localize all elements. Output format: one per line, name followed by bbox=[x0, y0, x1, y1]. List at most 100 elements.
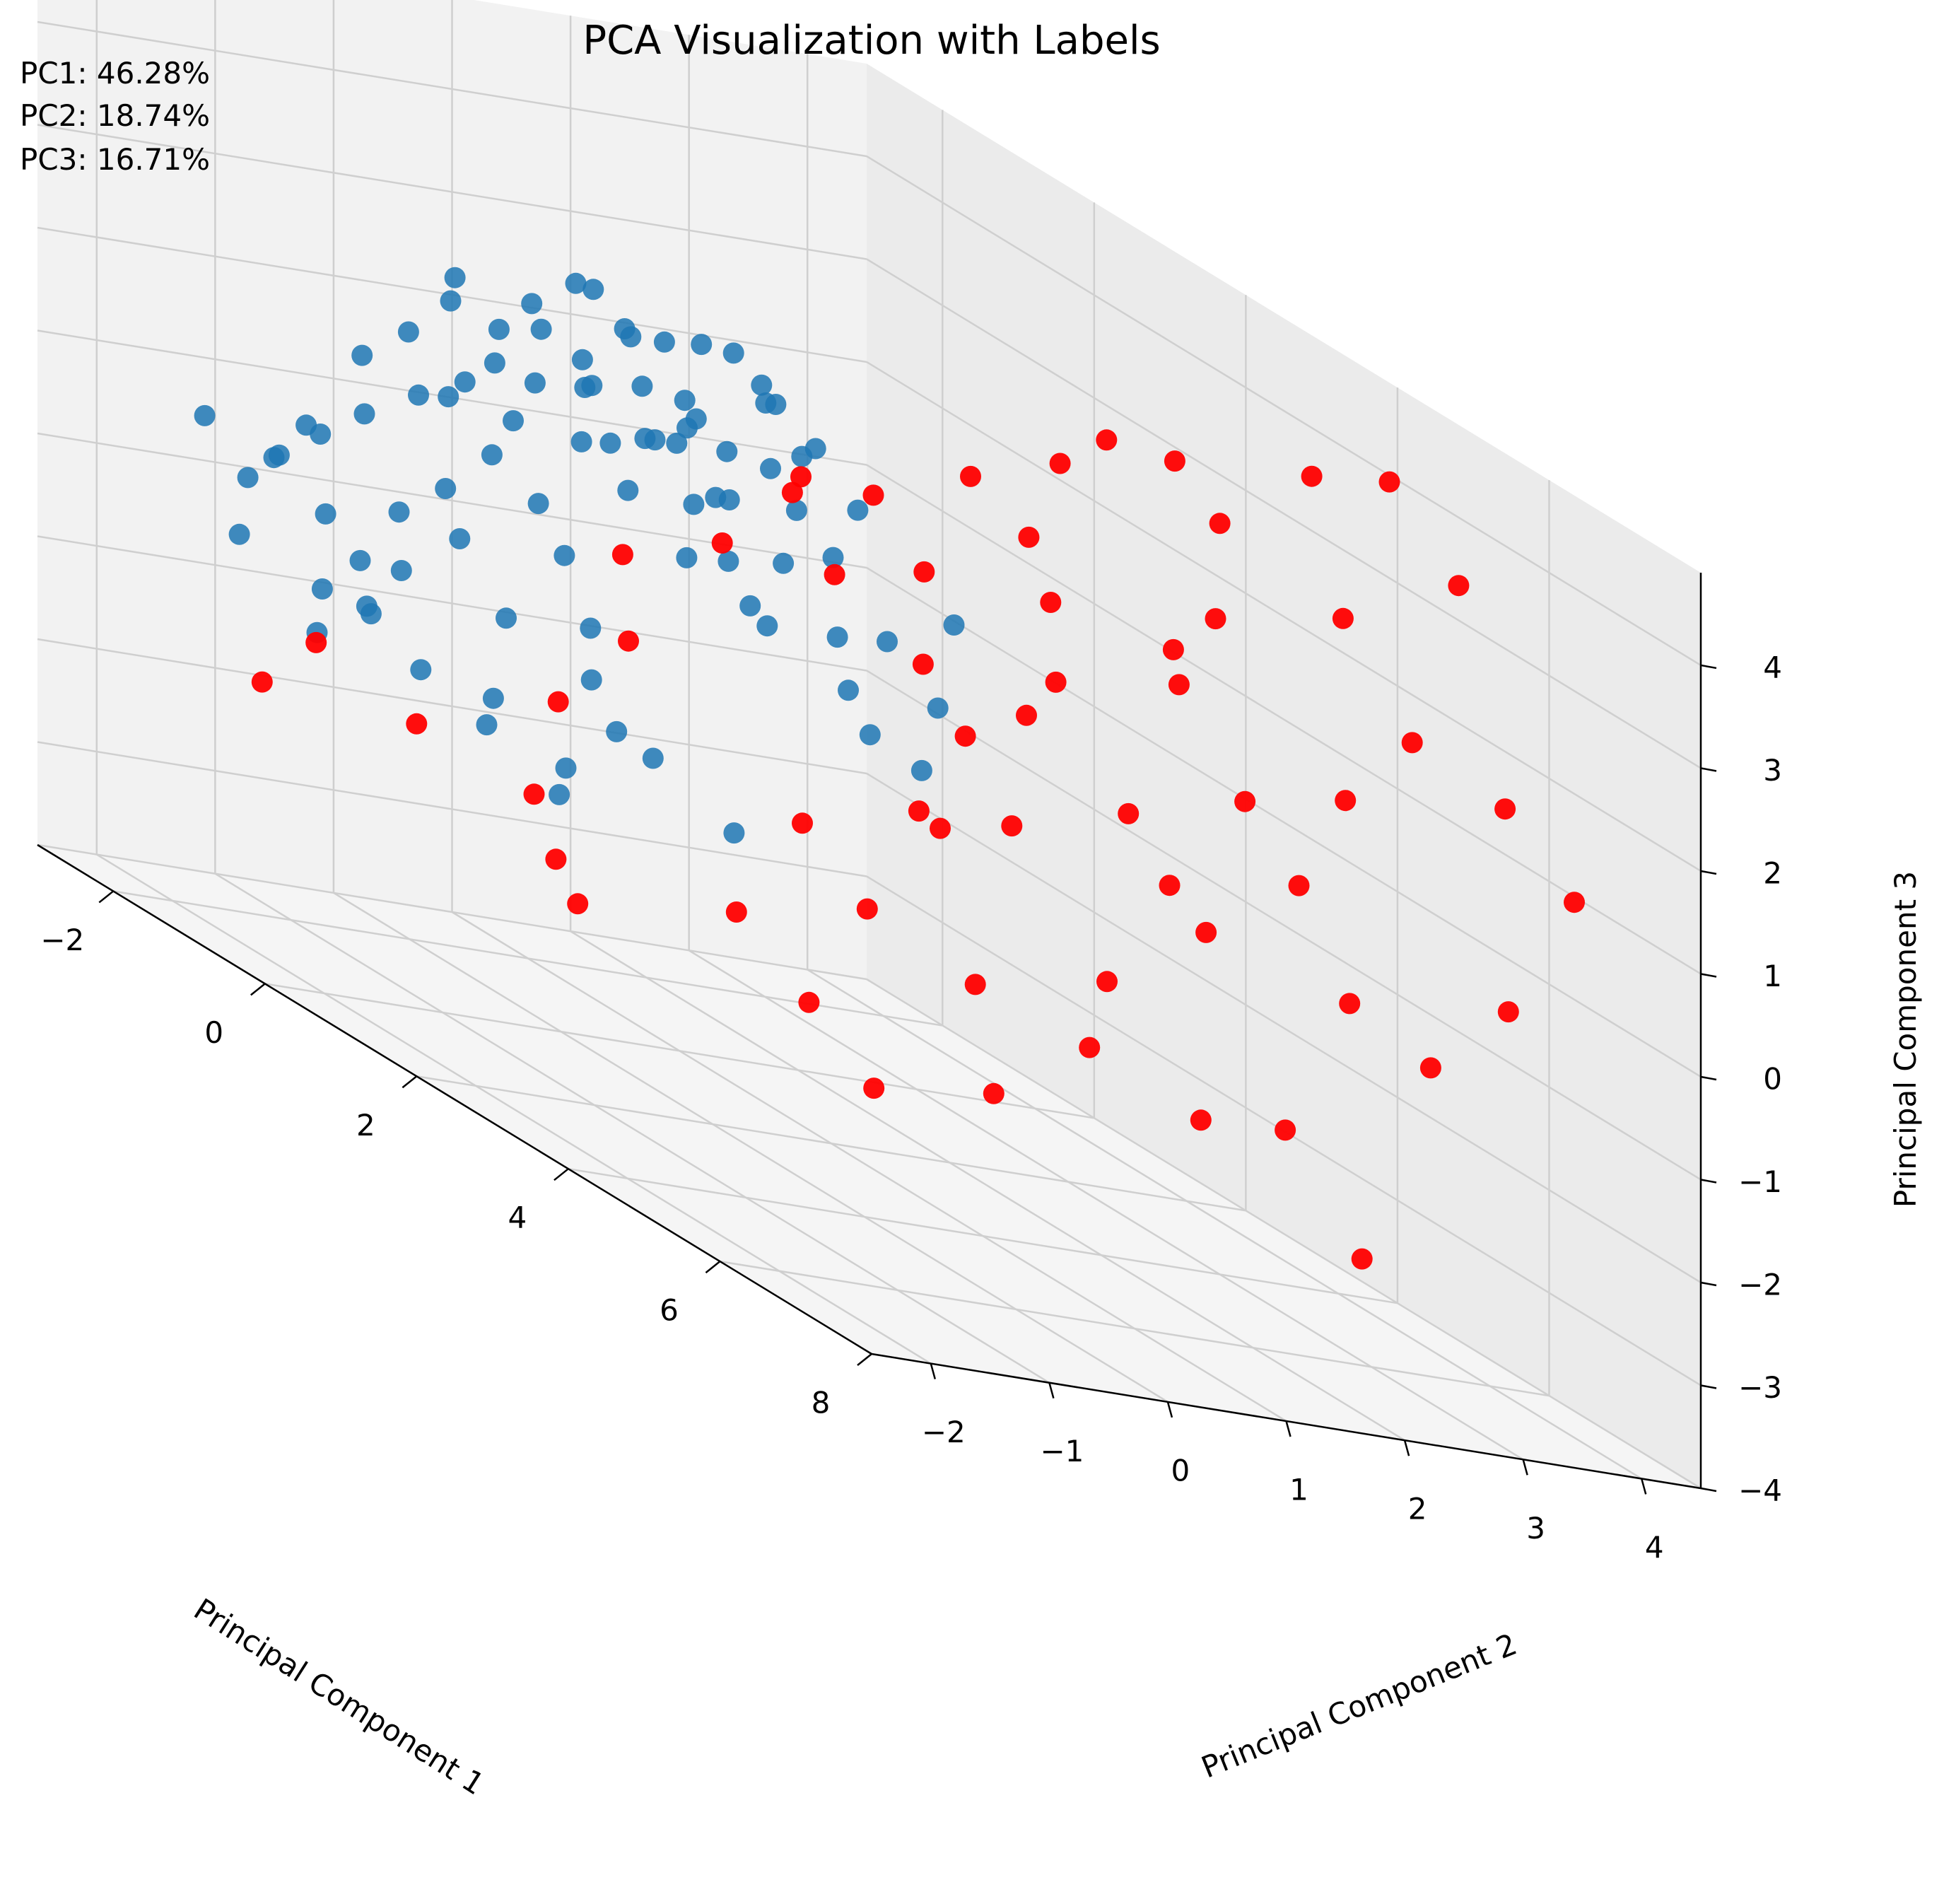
data-point-class1 bbox=[983, 1082, 1005, 1104]
z-tick-mark bbox=[1700, 973, 1717, 978]
y-tick-mark bbox=[1641, 1478, 1647, 1495]
grid-line-y bbox=[688, 950, 1524, 1461]
data-point-class0 bbox=[397, 321, 419, 343]
x-tick-label: 4 bbox=[508, 1201, 527, 1235]
data-point-class0 bbox=[449, 528, 471, 549]
y-tick-mark bbox=[1522, 1459, 1528, 1476]
data-point-class0 bbox=[582, 279, 604, 300]
data-point-class0 bbox=[580, 617, 602, 639]
data-point-class0 bbox=[351, 344, 373, 366]
z-tick-mark bbox=[1700, 1487, 1717, 1493]
data-point-class1 bbox=[1497, 1001, 1519, 1023]
data-point-class1 bbox=[547, 691, 569, 713]
data-point-class0 bbox=[676, 547, 698, 568]
data-point-class1 bbox=[1301, 465, 1323, 487]
y-tick-mark bbox=[1166, 1401, 1173, 1418]
data-point-class0 bbox=[927, 697, 949, 719]
grid-line-z bbox=[37, 741, 867, 877]
x-tick-label: 6 bbox=[660, 1293, 679, 1328]
data-point-class1 bbox=[792, 812, 813, 834]
data-point-class0 bbox=[685, 408, 707, 430]
grid-line-z bbox=[866, 566, 1702, 1078]
grid-line-y bbox=[807, 969, 1642, 1480]
data-point-class0 bbox=[760, 457, 781, 479]
grid-line-z bbox=[37, 124, 867, 260]
data-point-class0 bbox=[723, 822, 745, 844]
grid-line-y bbox=[570, 930, 1405, 1442]
x-tick-label: 2 bbox=[356, 1108, 375, 1143]
data-point-class1 bbox=[863, 1077, 885, 1099]
data-point-class0 bbox=[349, 549, 371, 571]
grid-line-z bbox=[866, 155, 1702, 667]
data-point-class0 bbox=[716, 440, 738, 462]
data-point-class0 bbox=[877, 631, 898, 653]
data-point-class0 bbox=[634, 428, 656, 450]
z-tick-label: 1 bbox=[1763, 959, 1782, 993]
data-point-class0 bbox=[484, 352, 505, 374]
data-point-class0 bbox=[554, 544, 575, 566]
data-point-class0 bbox=[527, 493, 549, 515]
x-tick-mark bbox=[857, 1353, 872, 1366]
data-point-class1 bbox=[1162, 638, 1184, 660]
data-point-class1 bbox=[1040, 592, 1062, 613]
data-point-class1 bbox=[1494, 798, 1516, 820]
z-tick-label: −3 bbox=[1738, 1370, 1782, 1405]
data-point-class1 bbox=[960, 465, 981, 487]
data-point-class1 bbox=[1335, 790, 1357, 812]
data-point-class0 bbox=[488, 318, 510, 340]
data-point-class0 bbox=[555, 757, 577, 779]
annotation-pc2: PC2: 18.74% bbox=[20, 98, 210, 133]
data-point-class0 bbox=[571, 349, 593, 370]
data-point-class0 bbox=[756, 615, 778, 637]
data-point-class1 bbox=[1164, 450, 1185, 472]
data-point-class1 bbox=[1205, 608, 1226, 630]
data-point-class0 bbox=[481, 444, 503, 466]
x-axis-label: Principal Component 1 bbox=[188, 1591, 491, 1801]
z-tick-label: −4 bbox=[1738, 1473, 1782, 1508]
data-point-class0 bbox=[444, 267, 466, 288]
annotation-pc3: PC3: 16.71% bbox=[20, 142, 210, 177]
grid-line-z bbox=[866, 772, 1702, 1284]
data-point-class1 bbox=[790, 466, 812, 488]
data-point-class0 bbox=[310, 424, 332, 445]
y-axis-label: Principal Component 2 bbox=[1197, 1627, 1522, 1785]
data-point-class0 bbox=[435, 478, 457, 499]
data-point-class0 bbox=[440, 290, 462, 312]
grid-line-z bbox=[866, 464, 1702, 975]
data-point-class0 bbox=[674, 390, 696, 411]
data-point-class0 bbox=[631, 375, 653, 397]
data-point-class0 bbox=[722, 342, 744, 364]
data-point-class1 bbox=[1351, 1248, 1373, 1270]
x-tick-label: −2 bbox=[40, 923, 84, 957]
y-tick-label: 2 bbox=[1408, 1492, 1427, 1526]
data-point-class0 bbox=[653, 331, 675, 353]
data-point-class1 bbox=[913, 561, 935, 583]
y-tick-label: 1 bbox=[1289, 1473, 1308, 1507]
data-point-class1 bbox=[1016, 704, 1037, 726]
data-point-class0 bbox=[530, 318, 552, 340]
data-point-class1 bbox=[711, 532, 733, 554]
z-tick-label: 4 bbox=[1763, 650, 1782, 685]
data-point-class0 bbox=[315, 503, 336, 525]
data-point-class1 bbox=[856, 898, 878, 920]
data-point-class1 bbox=[1096, 971, 1118, 993]
data-point-class0 bbox=[549, 783, 570, 805]
scatter-points bbox=[194, 267, 1585, 1270]
data-point-class0 bbox=[826, 626, 848, 648]
data-point-class1 bbox=[1168, 674, 1190, 696]
data-point-class0 bbox=[838, 679, 859, 701]
grid-line-z bbox=[37, 843, 867, 981]
data-point-class0 bbox=[476, 714, 498, 736]
data-point-class1 bbox=[1332, 607, 1354, 629]
data-point-class0 bbox=[581, 375, 603, 397]
data-point-class0 bbox=[718, 489, 740, 510]
data-point-class1 bbox=[523, 783, 545, 805]
data-point-class0 bbox=[565, 272, 587, 294]
z-tick-label: 0 bbox=[1763, 1062, 1782, 1097]
data-point-class1 bbox=[1096, 429, 1118, 451]
data-point-class0 bbox=[910, 759, 932, 781]
data-point-class1 bbox=[567, 893, 589, 915]
data-point-class1 bbox=[798, 991, 820, 1013]
axis-lines bbox=[37, 573, 1717, 1495]
